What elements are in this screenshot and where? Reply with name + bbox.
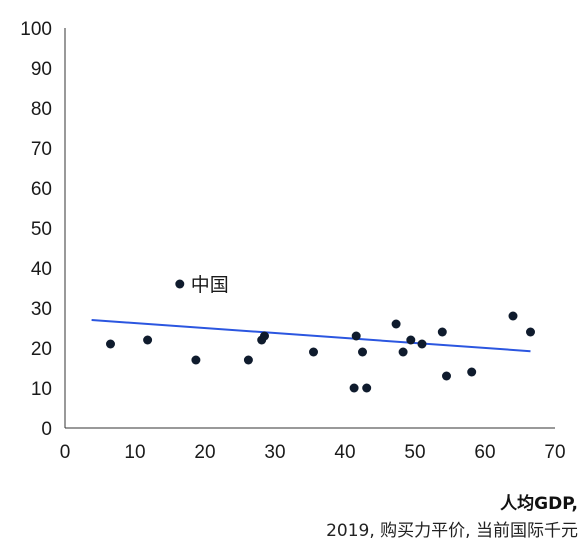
data-point xyxy=(309,347,318,357)
trendline-group xyxy=(91,319,531,353)
data-point xyxy=(526,327,535,337)
data-point xyxy=(243,355,253,365)
y-tick-label: 50 xyxy=(31,219,52,240)
data-point xyxy=(437,327,447,337)
y-tick-label: 10 xyxy=(31,379,52,400)
x-tick-label: 60 xyxy=(474,442,495,463)
x-axis: 0 10 20 30 40 50 60 70 xyxy=(60,427,566,463)
data-point xyxy=(358,347,367,357)
data-point xyxy=(349,383,359,393)
y-tick-label: 90 xyxy=(31,59,52,80)
y-tick-label: 0 xyxy=(41,419,52,440)
data-point xyxy=(351,331,361,341)
y-tick-label: 100 xyxy=(20,19,52,40)
data-points xyxy=(106,279,535,393)
x-tick-label: 40 xyxy=(334,442,355,463)
y-axis: 0 10 20 30 40 50 60 70 80 90 100 xyxy=(20,19,66,440)
data-point xyxy=(260,331,269,341)
y-tick-label: 70 xyxy=(31,139,52,160)
data-point xyxy=(191,355,201,365)
data-point xyxy=(106,339,115,349)
x-axis-label-title: 人均GDP, xyxy=(500,494,578,514)
data-point xyxy=(398,347,408,357)
y-tick-label: 80 xyxy=(31,99,52,120)
data-point xyxy=(362,383,372,393)
trendline xyxy=(91,319,531,353)
data-point xyxy=(143,335,153,345)
data-point xyxy=(391,319,401,329)
x-tick-label: 20 xyxy=(194,442,215,463)
x-tick-label: 10 xyxy=(124,442,145,463)
data-point xyxy=(406,335,416,345)
scatter-chart: 0 10 20 30 40 50 60 70 80 90 100 0 10 20 30 40 50 60 70 中… xyxy=(20,19,566,463)
y-tick-label: 40 xyxy=(31,259,52,280)
point-annotation: 中国 xyxy=(191,274,229,296)
x-axis-label-subtitle: 2019, 购买力平价, 当前国际千元 xyxy=(326,521,578,541)
data-point xyxy=(175,279,185,289)
x-tick-label: 70 xyxy=(544,442,565,463)
y-tick-label: 60 xyxy=(31,179,52,200)
x-tick-label: 50 xyxy=(404,442,425,463)
data-point xyxy=(442,371,451,381)
data-point xyxy=(417,339,427,349)
data-point xyxy=(467,367,477,377)
annotations: 中国 xyxy=(191,274,229,296)
x-tick-label: 30 xyxy=(264,442,285,463)
y-tick-label: 30 xyxy=(31,299,52,320)
data-point xyxy=(508,311,518,321)
x-tick-label: 0 xyxy=(60,442,71,463)
y-tick-label: 20 xyxy=(31,339,52,360)
